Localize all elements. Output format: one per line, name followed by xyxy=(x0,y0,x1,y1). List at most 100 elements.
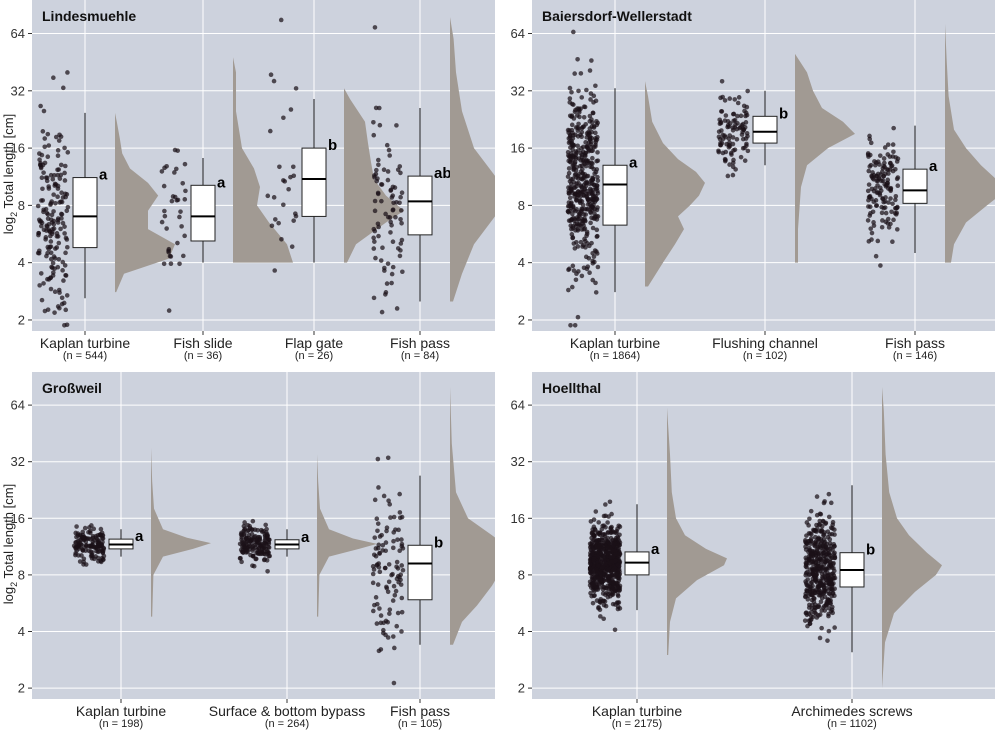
data-point xyxy=(45,154,51,160)
data-point xyxy=(46,143,52,148)
data-point xyxy=(612,558,618,564)
data-point xyxy=(95,537,100,542)
data-point xyxy=(380,543,386,548)
data-point xyxy=(890,168,896,174)
data-point xyxy=(50,260,56,266)
data-point xyxy=(576,192,582,198)
data-point xyxy=(608,554,613,560)
data-point xyxy=(583,183,589,189)
data-point xyxy=(400,546,406,551)
y-tick-label: 32 xyxy=(11,454,25,469)
data-point xyxy=(826,514,832,520)
data-point xyxy=(82,525,88,531)
data-point xyxy=(64,237,70,242)
data-point xyxy=(895,183,901,189)
data-point xyxy=(44,223,49,228)
data-point xyxy=(605,567,611,573)
data-point xyxy=(52,266,57,271)
data-point xyxy=(588,590,593,596)
data-point xyxy=(177,214,182,220)
data-point xyxy=(586,131,592,136)
data-point xyxy=(872,159,877,164)
data-point xyxy=(86,529,91,535)
data-point xyxy=(398,241,404,246)
data-point xyxy=(719,109,725,114)
group-surface-bottom-bypass: a xyxy=(237,454,377,617)
data-point xyxy=(380,245,385,251)
data-point xyxy=(821,543,826,549)
data-point xyxy=(590,600,596,606)
data-point xyxy=(593,509,599,514)
y-tick-label: 4 xyxy=(18,624,25,639)
data-point xyxy=(581,242,586,248)
data-point xyxy=(881,173,887,179)
data-point xyxy=(391,680,397,686)
data-point xyxy=(571,29,576,35)
data-point xyxy=(581,226,587,232)
data-point xyxy=(888,188,894,194)
data-point xyxy=(371,295,377,301)
data-point xyxy=(881,156,887,161)
data-point xyxy=(62,231,67,236)
data-point xyxy=(567,195,573,201)
data-point xyxy=(39,297,45,303)
data-point xyxy=(567,85,573,91)
data-point xyxy=(822,499,827,504)
y-tick-label: 4 xyxy=(18,255,25,270)
data-point xyxy=(572,71,577,76)
data-point xyxy=(579,145,584,151)
data-point xyxy=(372,239,377,244)
data-point xyxy=(823,602,829,607)
data-point xyxy=(77,540,83,546)
data-point xyxy=(588,97,593,102)
data-point xyxy=(616,567,622,572)
data-point xyxy=(567,96,573,101)
data-point xyxy=(585,264,591,269)
data-point xyxy=(879,204,884,210)
data-point xyxy=(590,204,595,209)
data-point xyxy=(877,192,883,198)
data-point xyxy=(617,551,623,556)
data-point xyxy=(587,119,593,124)
y-tick-label: 64 xyxy=(511,26,525,41)
data-point xyxy=(76,544,82,550)
data-point xyxy=(265,544,271,550)
data-point xyxy=(376,224,381,230)
data-point xyxy=(396,527,401,533)
data-point xyxy=(566,130,571,135)
data-point xyxy=(589,160,594,166)
data-point xyxy=(57,132,62,138)
data-point xyxy=(716,129,722,134)
data-point xyxy=(615,593,621,599)
data-point xyxy=(94,545,100,550)
data-point xyxy=(569,232,575,237)
sample-size-label: (n = 36) xyxy=(184,350,222,362)
data-point xyxy=(41,209,46,215)
data-point xyxy=(615,526,620,532)
data-point xyxy=(371,226,377,232)
data-point xyxy=(805,577,811,582)
data-point xyxy=(882,160,887,166)
data-point xyxy=(399,220,404,226)
data-point xyxy=(591,524,597,530)
data-point xyxy=(591,567,597,573)
data-point xyxy=(822,553,827,559)
data-point xyxy=(376,157,381,163)
data-point xyxy=(591,558,596,563)
data-point xyxy=(603,502,608,507)
data-point xyxy=(393,588,399,594)
data-point xyxy=(745,88,750,94)
data-point xyxy=(581,104,587,110)
data-point xyxy=(62,170,67,176)
data-point xyxy=(727,143,733,149)
data-point xyxy=(571,180,577,185)
data-point xyxy=(603,603,609,609)
data-point xyxy=(63,273,69,278)
data-point xyxy=(393,214,398,220)
data-point xyxy=(397,510,403,515)
data-point xyxy=(723,113,729,118)
data-point xyxy=(250,518,256,524)
x-tick-label: Archimedes screws xyxy=(791,703,912,719)
